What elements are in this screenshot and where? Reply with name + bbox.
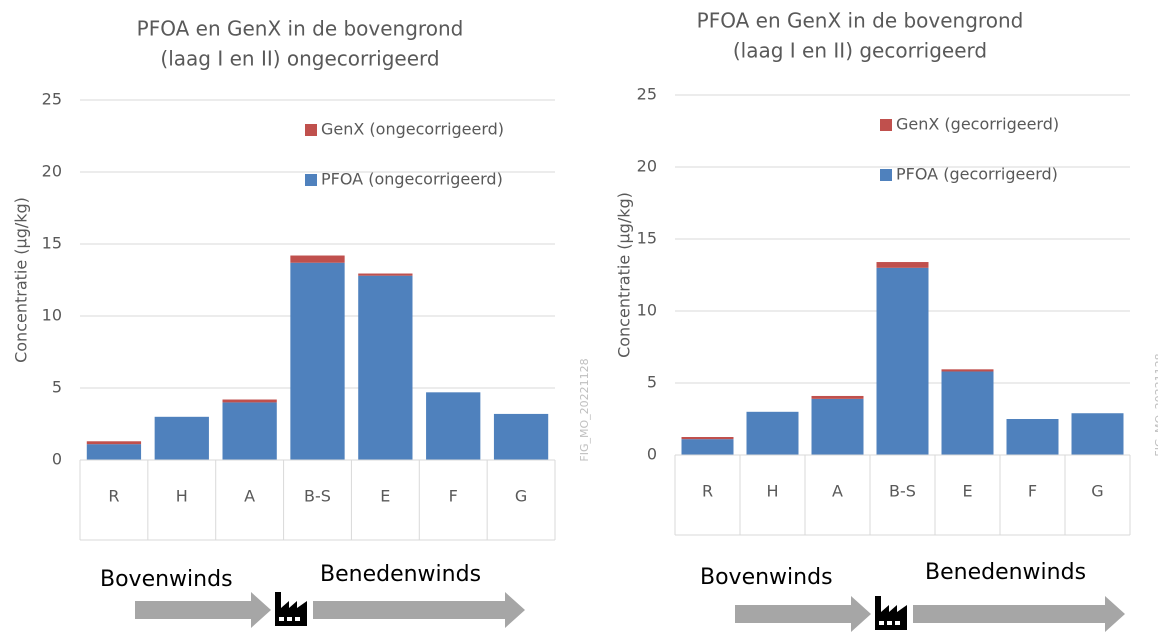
factory-window [295,617,300,621]
bar-segment [811,395,864,399]
y-tick-label: 25 [637,85,657,104]
y-tick-label: 10 [42,306,62,325]
y-tick-label: 5 [647,373,657,392]
bar-segment [493,413,549,460]
x-tick-label: G [1091,482,1103,501]
annotation: Bovenwinds [700,565,833,590]
y-tick-label: 20 [42,162,62,181]
chart-title: PFOA en GenX in de bovengrond [697,9,1024,33]
x-tick-label: A [832,482,843,501]
y-tick-label: 25 [42,90,62,109]
bar-segment [358,273,413,276]
x-tick-label: A [244,487,255,506]
watermark: FIG_MO_20221128 [578,358,591,461]
x-tick-label: R [108,487,119,506]
bar-segment [746,411,799,455]
bar-segment [290,262,345,460]
wind-arrow [735,596,871,632]
bar-segment [358,275,413,460]
x-tick-label: H [766,482,778,501]
legend-label: GenX (gecorrigeerd) [896,115,1059,134]
y-tick-label: 15 [42,234,62,253]
factory-window [887,621,892,625]
legend-label: PFOA (gecorrigeerd) [896,165,1058,184]
wind-arrow [135,592,271,628]
legend-label: PFOA (ongecorrigeerd) [321,170,503,189]
x-tick-label: E [962,482,972,501]
chart-title: (laag I en II) ongecorrigeerd [160,47,439,71]
y-tick-label: 10 [637,301,657,320]
bar-segment [222,402,277,460]
x-tick-label: F [449,487,458,506]
x-tick-label: B-S [889,482,916,501]
chart-title: PFOA en GenX in de bovengrond [137,17,464,41]
bar-segment [154,416,209,460]
y-tick-label: 5 [52,378,62,397]
x-tick-label: G [515,487,527,506]
y-tick-label: 0 [52,450,62,469]
y-axis-label: Concentratie (µg/kg) [615,192,634,358]
factory-window [279,617,284,621]
bar-segment [1006,419,1059,455]
bar-segment [86,444,142,460]
y-tick-label: 20 [637,157,657,176]
wind-arrow [313,592,525,628]
bar-segment [811,398,864,455]
bar-segment [941,371,994,455]
y-axis-label: Concentratie (µg/kg) [12,197,31,363]
legend-swatch [305,174,317,186]
legend-swatch [305,124,317,136]
legend-swatch [880,169,892,181]
x-tick-label: E [380,487,390,506]
x-tick-label: B-S [304,487,331,506]
bar-segment [876,262,929,268]
factory-window [879,621,884,625]
bar-segment [941,369,994,372]
bar-segment [86,441,142,445]
factory-window [895,621,900,625]
y-tick-label: 15 [637,229,657,248]
annotation: Benedenwinds [320,562,481,587]
bar-segment [222,399,277,403]
annotation: Bovenwinds [100,567,233,592]
y-tick-label: 0 [647,445,657,464]
wind-arrow [913,596,1125,632]
bar-segment [681,437,734,440]
bar-segment [1071,413,1124,455]
x-tick-label: R [702,482,713,501]
legend-swatch [880,119,892,131]
bar-segment [290,255,345,263]
chart-title: (laag I en II) gecorrigeerd [733,39,987,63]
x-tick-label: H [176,487,188,506]
bar-segment [426,392,481,460]
x-tick-label: F [1028,482,1037,501]
watermark: FIG_MO_20221128 [1153,353,1158,456]
factory-window [287,617,292,621]
bar-segment [876,267,929,455]
annotation: Benedenwinds [925,560,1086,585]
legend-label: GenX (ongecorrigeerd) [321,120,504,139]
bar-segment [681,439,734,455]
